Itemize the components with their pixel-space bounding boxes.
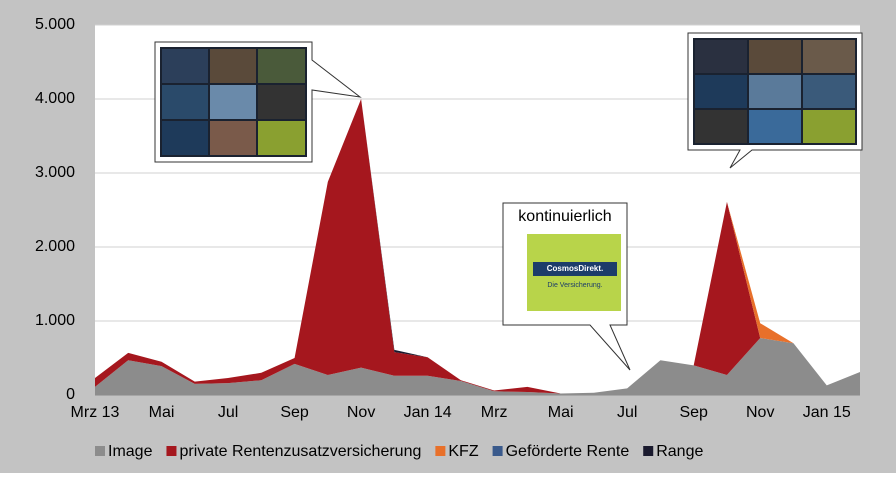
x-tick-label: Mrz bbox=[481, 404, 508, 421]
x-tick-label: Jan 14 bbox=[404, 404, 452, 421]
legend-label: private Rentenzusatzversicherung bbox=[179, 443, 421, 460]
logo-name: CosmosDirekt. bbox=[547, 264, 603, 273]
annotation: kontinuierlich bbox=[518, 208, 611, 225]
x-tick-label: Jan 15 bbox=[803, 404, 851, 421]
legend-label: Image bbox=[108, 443, 153, 460]
x-tick-label: Sep bbox=[679, 404, 708, 421]
legend-label: Geförderte Rente bbox=[506, 443, 630, 460]
legend-swatch bbox=[95, 446, 105, 456]
x-tick-label: Mai bbox=[548, 404, 574, 421]
legend-swatch bbox=[435, 446, 445, 456]
thumbnail-grid bbox=[693, 38, 857, 145]
legend-swatch bbox=[166, 446, 176, 456]
y-tick-label: 0 bbox=[66, 386, 75, 403]
x-tick-label: Nov bbox=[347, 404, 375, 421]
x-tick-label: Mai bbox=[149, 404, 175, 421]
legend: Image private Rentenzusatzversicherung KFZ… bbox=[95, 443, 703, 460]
y-tick-label: 5.000 bbox=[35, 16, 75, 33]
logo-tagline: Die Versicherung. bbox=[547, 282, 602, 289]
y-tick-label: 1.000 bbox=[35, 312, 75, 329]
x-tick-label: Sep bbox=[280, 404, 309, 421]
x-tick-label: Nov bbox=[746, 404, 774, 421]
x-tick-label: Jul bbox=[617, 404, 637, 421]
x-tick-label: Jul bbox=[218, 404, 238, 421]
legend-swatch bbox=[493, 446, 503, 456]
legend-label: KFZ bbox=[448, 443, 478, 460]
legend-label: Range bbox=[656, 443, 703, 460]
legend-swatch bbox=[643, 446, 653, 456]
y-tick-label: 3.000 bbox=[35, 164, 75, 181]
chart: kontinuierlich CosmosDirekt. Die Versich… bbox=[0, 0, 896, 473]
thumbnail-grid bbox=[160, 47, 307, 157]
y-tick-label: 4.000 bbox=[35, 90, 75, 107]
y-tick-label: 2.000 bbox=[35, 238, 75, 255]
x-tick-label: Mrz 13 bbox=[71, 404, 120, 421]
